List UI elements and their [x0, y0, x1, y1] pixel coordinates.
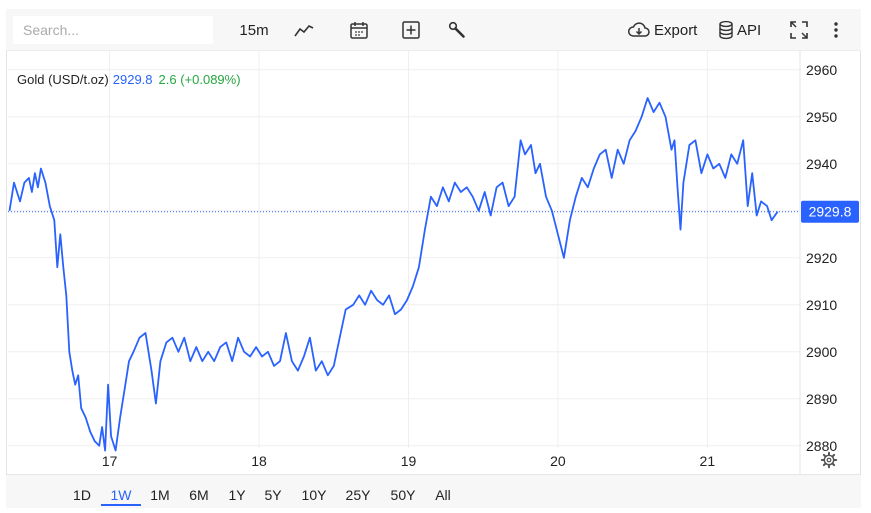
chart-legend: Gold (USD/t.oz) 2929.8 2.6 (+0.089%)	[17, 72, 241, 87]
price-tick-label: 2960	[806, 62, 837, 78]
add-indicator-button[interactable]	[396, 16, 426, 44]
line-chart-icon	[294, 25, 314, 37]
cloud-download-icon	[628, 22, 650, 37]
price-tick-label: 2900	[806, 344, 837, 360]
price-tick-label: 2950	[806, 109, 837, 125]
time-tick-label: 17	[102, 453, 118, 469]
interval-selector[interactable]: 15m	[239, 21, 269, 39]
range-button-25y[interactable]: 25Y	[345, 487, 371, 503]
chart-type-button[interactable]	[289, 16, 319, 44]
range-button-1m[interactable]: 1M	[150, 487, 170, 503]
time-axis: 17 18 19 20 21	[102, 453, 716, 469]
price-tick-label: 2890	[806, 391, 837, 407]
instrument-name: Gold (USD/t.oz)	[17, 72, 109, 87]
time-tick-label: 18	[251, 453, 267, 469]
range-button-50y[interactable]: 50Y	[390, 487, 416, 503]
range-button-5y[interactable]: 5Y	[264, 487, 282, 503]
price-tick-label: 2910	[806, 297, 837, 313]
api-label: API	[737, 21, 762, 39]
export-label: Export	[654, 21, 698, 39]
settings-tools-button[interactable]	[442, 16, 472, 44]
fullscreen-button[interactable]	[786, 16, 812, 44]
add-indicator-icon	[402, 21, 420, 39]
gold-price-series-line	[8, 97, 779, 452]
more-options-button[interactable]	[826, 16, 846, 44]
last-price-tag-text: 2929.8	[809, 204, 852, 220]
search-input[interactable]	[13, 16, 213, 44]
price-axis: 2880 2890 2900 2910 2920 2940 2950 2960	[806, 62, 837, 454]
price-tick-label: 2940	[806, 156, 837, 172]
time-tick-label: 20	[550, 453, 566, 469]
range-button-all[interactable]: All	[435, 487, 451, 503]
range-button-10y[interactable]: 10Y	[301, 487, 327, 503]
export-button[interactable]: Export	[627, 16, 701, 44]
database-icon	[719, 20, 733, 40]
date-range-button[interactable]	[344, 16, 374, 44]
chart-grid	[8, 51, 800, 448]
range-button-6m[interactable]: 6M	[189, 487, 209, 503]
range-button-1w[interactable]: 1W	[110, 487, 132, 503]
calendar-icon	[350, 22, 368, 39]
range-button-1d[interactable]: 1D	[73, 487, 91, 503]
range-button-1y[interactable]: 1Y	[228, 487, 246, 503]
fullscreen-icon	[790, 21, 808, 39]
more-vertical-icon	[834, 22, 838, 38]
chart-widget-frame	[6, 9, 861, 508]
range-bar	[6, 474, 861, 508]
time-tick-label: 19	[401, 453, 417, 469]
price-tick-label: 2880	[806, 438, 837, 454]
instrument-price: 2929.8	[112, 72, 153, 87]
instrument-change: 2.6 (+0.089%)	[158, 72, 241, 87]
price-tick-label: 2920	[806, 250, 837, 266]
wrench-icon	[448, 21, 465, 38]
last-price-tag: 2929.8	[801, 200, 859, 223]
gear-icon[interactable]	[820, 451, 838, 469]
time-tick-label: 21	[700, 453, 716, 469]
active-range-underline	[101, 504, 141, 506]
api-button[interactable]: API	[718, 16, 770, 44]
